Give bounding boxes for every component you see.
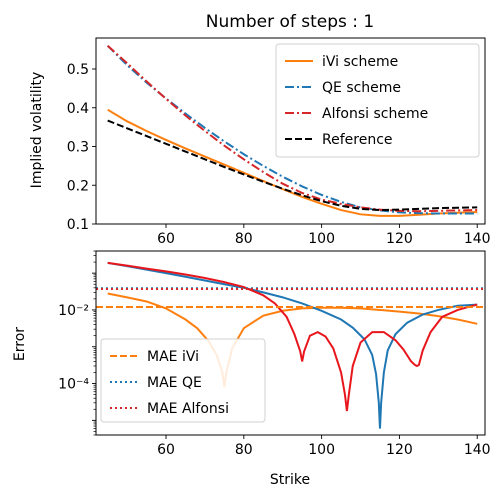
- legend-label-qe-scheme: QE scheme: [322, 80, 401, 96]
- x-tick-label: 100: [308, 231, 335, 247]
- top-axes: 60 80 100 120 140 0.1 0.2 0.3 0.4 0.5 iVi scheme QE…: [67, 37, 491, 247]
- axes-frame: [95, 250, 486, 436]
- top-y-axis-label: Implied volatility: [29, 72, 45, 189]
- legend-box: [100, 338, 266, 423]
- x-tick-label: 140: [464, 442, 491, 458]
- x-tick-label: 80: [235, 231, 253, 247]
- series-line-alfonsi-error: [107, 261, 478, 412]
- legend-box: [275, 43, 480, 158]
- legend-label-mae-qe: MAE QE: [147, 375, 202, 391]
- legend: MAE iVi MAE QE MAE Alfonsi: [100, 338, 266, 423]
- y-tick-label: 0.4: [67, 101, 89, 117]
- y-tick-label: 0.1: [67, 217, 89, 233]
- legend-label-reference: Reference: [322, 132, 393, 148]
- x-tick-label: 100: [308, 442, 335, 458]
- series-line-ivi-error: [107, 292, 478, 388]
- y-tick-label: 0.5: [67, 62, 89, 78]
- x-tick-label: 60: [157, 442, 175, 458]
- series-line-reference: [107, 119, 478, 212]
- y-tick-label: 0.2: [67, 178, 89, 194]
- y-tick-label: 0.3: [67, 140, 89, 156]
- x-tick-label: 140: [464, 231, 491, 247]
- series-line-ivi-scheme: [107, 108, 478, 217]
- bottom-axes: 60 80 100 120 140 10⁻⁴ 10⁻² MAE iVi MAE QE MAE Al…: [58, 250, 491, 458]
- series-line-qe-scheme: [106, 45, 478, 215]
- series-line-alfonsi-scheme: [107, 45, 478, 213]
- bottom-x-axis-label: Strike: [270, 472, 310, 488]
- legend-label-mae-ivi: MAE iVi: [147, 349, 199, 365]
- y-tick-label: 10⁻⁴: [58, 377, 89, 393]
- x-tick-label: 80: [235, 442, 253, 458]
- chart-title: Number of steps : 1: [206, 12, 374, 32]
- x-tick-label: 60: [157, 231, 175, 247]
- legend-label-mae-alfonsi: MAE Alfonsi: [147, 401, 229, 417]
- legend: iVi scheme QE scheme Alfonsi scheme Referen…: [275, 43, 480, 158]
- legend-label-alfonsi-scheme: Alfonsi scheme: [322, 106, 428, 122]
- y-tick-label: 10⁻²: [58, 303, 89, 319]
- series-line-qe-error: [107, 261, 478, 429]
- x-tick-label: 120: [386, 442, 413, 458]
- legend-label-ivi-scheme: iVi scheme: [322, 54, 398, 70]
- x-tick-label: 120: [386, 231, 413, 247]
- axes-frame: [95, 37, 486, 225]
- bottom-y-axis-label: Error: [12, 327, 28, 361]
